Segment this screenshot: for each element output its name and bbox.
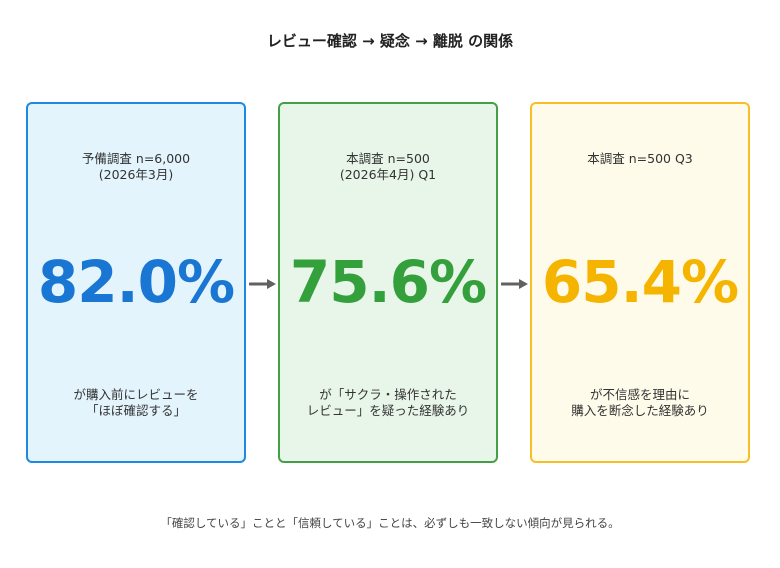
card-main-survey-q1: 本調査 n=500 (2026年4月) Q1 75.6% が「サクラ・操作された… [278, 102, 498, 463]
card-source: 本調査 n=500 Q3 [532, 151, 748, 167]
card-source-line: (2026年3月) [98, 167, 174, 182]
card-caption-line: が「サクラ・操作された [319, 387, 457, 402]
card-caption-line: 購入を断念した経験あり [571, 403, 709, 418]
card-source: 予備調査 n=6,000 (2026年3月) [28, 151, 244, 183]
card-caption: が購入前にレビューを 「ほぼ確認する」 [28, 387, 244, 419]
card-value: 65.4% [541, 248, 739, 316]
footnote: 「確認している」ことと「信頼している」ことは、必ずしも一致しない傾向が見られる。 [160, 516, 620, 530]
diagram-title: レビュー確認 → 疑念 → 離脱 の関係 [266, 32, 514, 50]
right-arrow-icon [501, 279, 528, 289]
card-caption: が不信感を理由に 購入を断念した経験あり [532, 387, 748, 419]
card-caption-line: レビュー」を疑った経験あり [306, 403, 470, 418]
card-source-line: 本調査 n=500 [346, 151, 430, 166]
card-caption-line: が購入前にレビューを [73, 387, 199, 402]
card-caption: が「サクラ・操作された レビュー」を疑った経験あり [280, 387, 496, 419]
card-source: 本調査 n=500 (2026年4月) Q1 [280, 151, 496, 183]
card-source-line: (2026年4月) Q1 [339, 167, 437, 182]
card-value: 82.0% [37, 248, 235, 316]
card-caption-line: が不信感を理由に [589, 387, 690, 402]
card-main-survey-q3: 本調査 n=500 Q3 65.4% が不信感を理由に 購入を断念した経験あり [530, 102, 750, 463]
card-preliminary-survey: 予備調査 n=6,000 (2026年3月) 82.0% が購入前にレビューを … [26, 102, 246, 463]
card-caption-line: 「ほぼ確認する」 [85, 403, 186, 418]
card-value: 75.6% [289, 248, 487, 316]
card-source-line: 予備調査 n=6,000 [81, 151, 191, 166]
card-source-line: 本調査 n=500 Q3 [587, 151, 693, 166]
right-arrow-icon [249, 279, 276, 289]
